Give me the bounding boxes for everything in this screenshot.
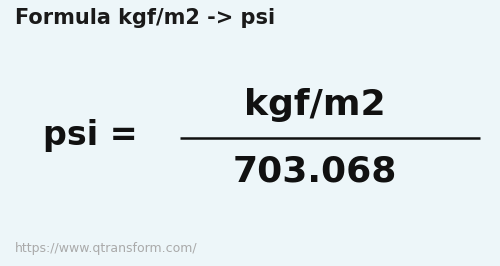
Text: 703.068: 703.068 <box>233 154 397 188</box>
Text: Formula kgf/m2 -> psi: Formula kgf/m2 -> psi <box>15 8 275 28</box>
Text: kgf/m2: kgf/m2 <box>244 88 386 122</box>
Text: psi =: psi = <box>42 119 138 152</box>
Text: https://www.qtransform.com/: https://www.qtransform.com/ <box>15 242 198 255</box>
